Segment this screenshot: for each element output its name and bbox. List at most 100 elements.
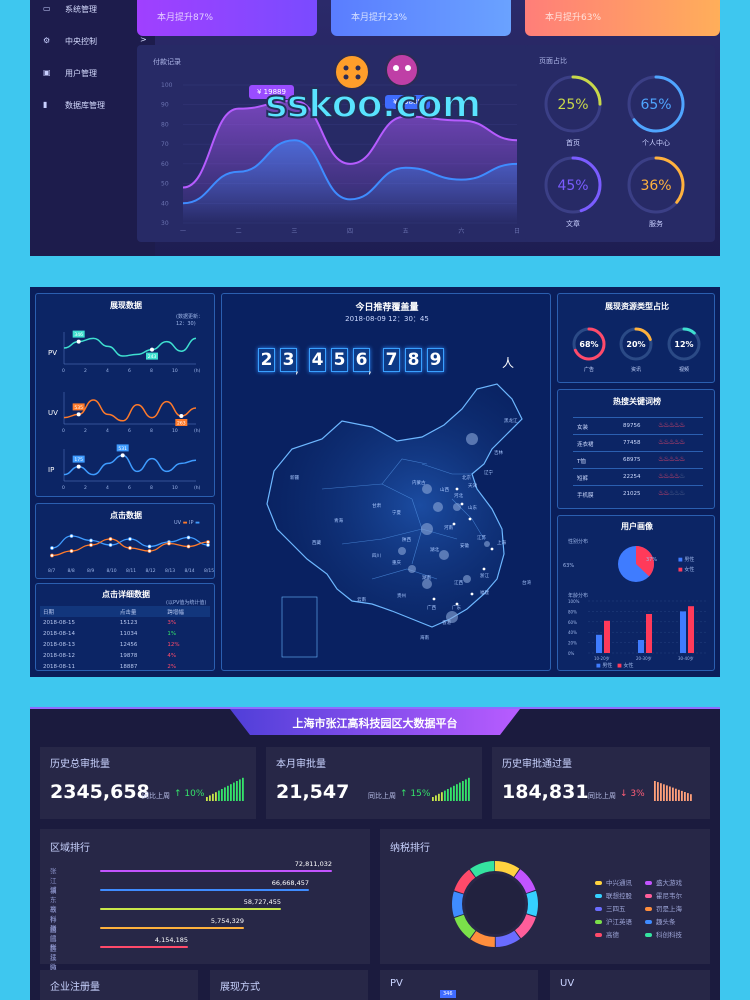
city-bubble — [422, 579, 432, 589]
legend-label: 霍尼韦尔 — [656, 892, 682, 900]
click-point — [69, 534, 74, 538]
table-cell: 11034 — [119, 630, 138, 637]
city-dot — [470, 592, 474, 596]
resource-ring-label: 广告 — [584, 366, 594, 373]
flame-icon: ♨ — [679, 455, 685, 463]
user-portrait-title: 用户画像 — [621, 522, 653, 531]
x-tick-label: 二 — [236, 228, 242, 235]
legend-swatch — [645, 894, 652, 898]
kpi-card: 本月提升63% — [525, 0, 720, 36]
spark-bar — [669, 786, 671, 801]
x-tick-label: 4 — [106, 485, 109, 491]
province-label: 青海 — [334, 517, 343, 524]
spark-bar — [206, 797, 208, 801]
click-point — [147, 549, 152, 553]
province-label: 贵州 — [397, 592, 406, 599]
y-tick-label: 50 — [161, 181, 169, 188]
click-detail-card: 点击详细数据 (以PV值为统计值) 日期 点击量 跨增幅 2018-08-15 1… — [35, 583, 215, 671]
kpi-compare: 同比上周 — [142, 792, 170, 800]
province-label: 吉林 — [494, 449, 503, 456]
x-tick-label: 四 — [347, 228, 353, 235]
col-header: 跨增幅 — [167, 609, 184, 616]
click-legend: UV ▬ IP ▬ — [174, 520, 200, 526]
legend-swatch — [595, 894, 602, 898]
city-bubble — [466, 433, 478, 445]
tag-value: 243 — [148, 354, 157, 360]
kpi-change: ↓ 3% — [620, 789, 645, 799]
flame-icon: ♨ — [658, 455, 664, 463]
city-dot — [455, 487, 459, 491]
province-label: 湖南 — [422, 574, 431, 581]
heat-flames: ♨♨♨♨♨ — [658, 438, 685, 446]
spark-bar — [215, 792, 217, 801]
city-dot — [468, 517, 472, 521]
resource-ring-value: 68% — [579, 340, 598, 349]
spark-bar — [675, 788, 677, 801]
tax-donut-hole — [465, 874, 525, 934]
y-tick-label: 40% — [568, 630, 577, 635]
resource-rings: 68% 广告 20% 资讯 12% 视频 — [572, 327, 701, 373]
province-label: 香港 — [442, 619, 451, 626]
y-tick-label: 0% — [568, 651, 575, 656]
rank-value: 72,811,032 — [294, 860, 332, 868]
click-point — [50, 546, 54, 550]
kpi-change: ↑ 10% — [174, 789, 204, 799]
city-bubble — [453, 503, 461, 511]
click-point — [186, 535, 191, 540]
sidebar-item-control[interactable]: ⚙ 中央控制 > — [30, 32, 155, 50]
spark-bar — [432, 797, 434, 801]
legend-female: 女性 — [684, 567, 695, 573]
spark-bar — [212, 793, 214, 801]
spark-bar — [681, 790, 683, 801]
kpi-change-value: 3% — [630, 789, 645, 799]
kpi-card-text: 本月提升87% — [157, 13, 214, 23]
legend-label: 罚是上海 — [656, 905, 682, 913]
flame-icon: ♨ — [663, 489, 669, 497]
legend-ip: IP — [189, 520, 194, 526]
tag-value: 263 — [177, 421, 186, 427]
tax-legend-item: 科创科技 — [645, 929, 682, 939]
rank-value: 4,154,185 — [154, 936, 188, 944]
city-dot — [490, 547, 494, 551]
male-pct: 63% — [563, 563, 575, 569]
hot-keywords-list: 女装 89756 ♨♨♨♨♨ 连衣裙 77458 ♨♨♨♨♨ T恤 68975 ♨♨♨♨♨ 短裤 2… — [573, 417, 703, 502]
x-tick-label: 五 — [403, 228, 409, 235]
y-tick-label: 60% — [568, 620, 577, 625]
city-bubble — [422, 484, 432, 494]
province-label: 海南 — [420, 634, 429, 641]
x-tick-label: 2 — [84, 485, 87, 491]
spark-bar — [657, 782, 659, 801]
flame-icon: ♨ — [679, 472, 685, 480]
kpi-sparkbars — [432, 777, 470, 801]
table-cell: 2% — [167, 663, 177, 670]
x-tick-label: 30-40岁 — [678, 655, 694, 661]
x-tick-label: 6 — [128, 428, 131, 434]
tax-legend-item: 中兴通讯 — [595, 877, 632, 887]
spark-bar — [236, 781, 238, 801]
bottom-card: 展现方式 — [210, 970, 368, 1000]
page-ring-arc — [544, 156, 602, 214]
kpi-value: 2345,658 — [50, 781, 150, 803]
kpi-change: ↑ 15% — [400, 789, 430, 799]
flame-icon: ♨ — [679, 438, 685, 446]
table-header-row: 日期 点击量 跨增幅 — [40, 606, 210, 617]
mini-line — [63, 454, 197, 476]
tax-legend-item: 三四五 — [595, 903, 626, 913]
y-tick-label: 30 — [161, 220, 169, 227]
heat-flames: ♨♨♨♨♨ — [658, 489, 685, 497]
rank-name: 高科技园区 — [50, 905, 57, 953]
age-bar — [646, 614, 652, 653]
flame-icon: ♨ — [658, 421, 664, 429]
click-point — [147, 544, 152, 549]
spark-bar — [453, 785, 455, 801]
x-tick-label: 2 — [84, 428, 87, 434]
age-bar — [604, 620, 610, 653]
province-label: 广东 — [452, 604, 461, 611]
counter-digit: 3 — [280, 348, 297, 372]
tax-legend-item: 趣头条 — [645, 916, 676, 926]
rank-value: 66,668,457 — [271, 879, 309, 887]
rank-name: 张江科技园 — [50, 924, 57, 972]
spark-bar — [242, 777, 244, 801]
city-bubble — [421, 523, 433, 535]
chart-tooltip: ¥ 19889 — [249, 85, 294, 99]
